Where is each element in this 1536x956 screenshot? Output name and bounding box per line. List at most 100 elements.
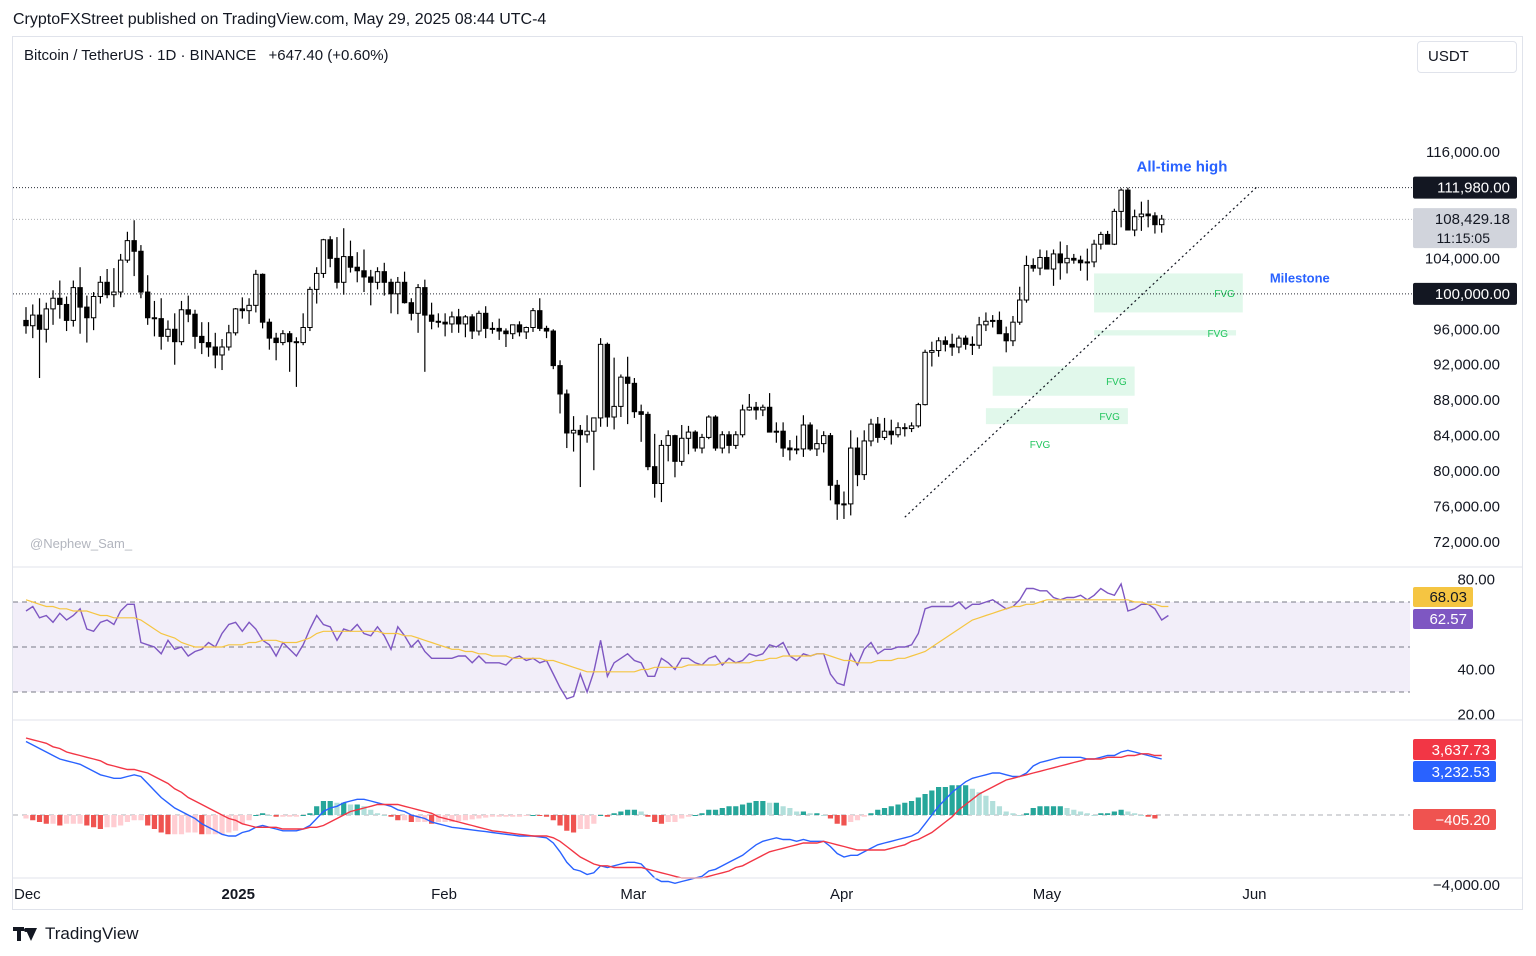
candle-body — [30, 314, 36, 327]
candle-body — [679, 437, 685, 462]
candle-body — [354, 266, 360, 272]
macd-histogram-bar — [604, 815, 610, 817]
macd-histogram-bar — [361, 806, 367, 815]
macd-histogram-bar — [1091, 815, 1097, 816]
macd-histogram-bar — [381, 815, 387, 816]
macd-histogram-bar — [395, 815, 401, 821]
candle-body — [557, 365, 563, 395]
candle-body — [361, 270, 367, 278]
macd-histogram-bar — [963, 785, 969, 815]
currency-button[interactable]: USDT — [1417, 41, 1517, 73]
candle-body — [36, 314, 43, 330]
time-axis-label: Apr — [830, 886, 853, 903]
candle-body — [84, 306, 90, 319]
candle-body — [888, 430, 894, 436]
hist-tag — [1413, 809, 1496, 830]
fvg-zone — [1094, 273, 1243, 313]
candle-body — [685, 431, 692, 439]
macd-histogram-bar — [111, 815, 117, 828]
macd-histogram-bar — [1084, 813, 1090, 815]
macd-histogram-bar — [347, 804, 354, 815]
rsi-ma-line — [25, 599, 1169, 673]
macd-histogram-bar — [577, 815, 583, 829]
macd-histogram-bar — [320, 801, 327, 815]
macd-histogram-bar — [63, 815, 70, 824]
macd-histogram-bar — [753, 801, 759, 815]
macd-histogram-bar — [969, 788, 975, 815]
candle-body — [138, 250, 144, 293]
fvg-label: FVG — [1106, 377, 1127, 388]
macd-histogram-bar — [631, 809, 637, 815]
candle-body — [1125, 189, 1131, 231]
candle-body — [868, 423, 874, 442]
candle-body — [543, 327, 550, 332]
signal-line — [25, 737, 1162, 879]
macd-histogram-bar — [861, 815, 867, 817]
candle-body — [1084, 261, 1091, 264]
candle-body — [638, 411, 644, 415]
macd-histogram-bar — [429, 815, 435, 824]
macd-histogram-bar — [996, 806, 1003, 815]
candle-body — [70, 287, 77, 321]
candle-body — [482, 312, 489, 329]
candle-body — [814, 443, 820, 450]
candle-body — [442, 321, 448, 325]
macd-histogram-bar — [266, 815, 272, 816]
macd-histogram-bar — [1111, 811, 1117, 815]
candle-body — [232, 308, 239, 334]
candle-body — [1131, 216, 1138, 231]
macd-histogram-bar — [1003, 811, 1009, 815]
candle-body — [1030, 264, 1036, 269]
macd-histogram-bar — [1010, 813, 1016, 815]
candle-body — [1017, 299, 1023, 323]
candle-body — [172, 328, 178, 343]
candle-body — [259, 273, 266, 323]
macd-histogram-bar — [658, 815, 665, 824]
macd-histogram-bar — [1044, 806, 1050, 815]
tradingview-brand[interactable]: TradingView — [13, 924, 139, 944]
macd-histogram-bar — [1023, 813, 1030, 815]
macd-histogram-bar — [990, 801, 996, 815]
macd-histogram-bar — [510, 815, 516, 817]
symbol-legend[interactable]: Bitcoin / TetherUS · 1D · BINANCE +647.4… — [24, 47, 389, 64]
macd-histogram-bar — [1057, 806, 1063, 815]
macd-histogram-bar — [929, 790, 935, 815]
candle-body — [327, 239, 333, 259]
candle-body — [239, 308, 246, 312]
candle-body — [753, 406, 759, 411]
candle-body — [286, 333, 293, 343]
candle-body — [962, 337, 969, 345]
candle-body — [692, 431, 698, 449]
macd-histogram-bar — [550, 815, 556, 821]
candle-body — [300, 327, 306, 344]
macd-histogram-bar — [598, 815, 604, 816]
candle-body — [124, 240, 131, 261]
macd-histogram-bar — [77, 815, 83, 824]
macd-histogram-bar — [814, 813, 820, 815]
candle-body — [733, 434, 739, 446]
time-axis-label: Feb — [431, 886, 457, 903]
candle-body — [1098, 233, 1104, 245]
candle-body — [205, 342, 212, 348]
candle-body — [1111, 210, 1118, 245]
candle-body — [1145, 213, 1151, 217]
macd-histogram-bar — [1138, 815, 1144, 816]
candle-body — [793, 448, 800, 451]
candle-body — [658, 444, 665, 484]
macd-histogram-bar — [273, 815, 279, 817]
candle-body — [455, 316, 462, 325]
candle-body — [131, 240, 137, 252]
macd-histogram-bar — [888, 806, 894, 815]
candle-body — [219, 346, 225, 356]
macd-histogram-bar — [456, 815, 462, 822]
candle-body — [253, 273, 259, 306]
macd-histogram-bar — [645, 815, 651, 817]
macd-histogram-bar — [219, 815, 225, 835]
candle-body — [523, 327, 529, 333]
macd-histogram-bar — [178, 815, 185, 835]
candle-body — [23, 319, 29, 327]
candle-body — [570, 429, 577, 434]
candle-body — [334, 257, 340, 283]
candle-body — [706, 416, 712, 438]
